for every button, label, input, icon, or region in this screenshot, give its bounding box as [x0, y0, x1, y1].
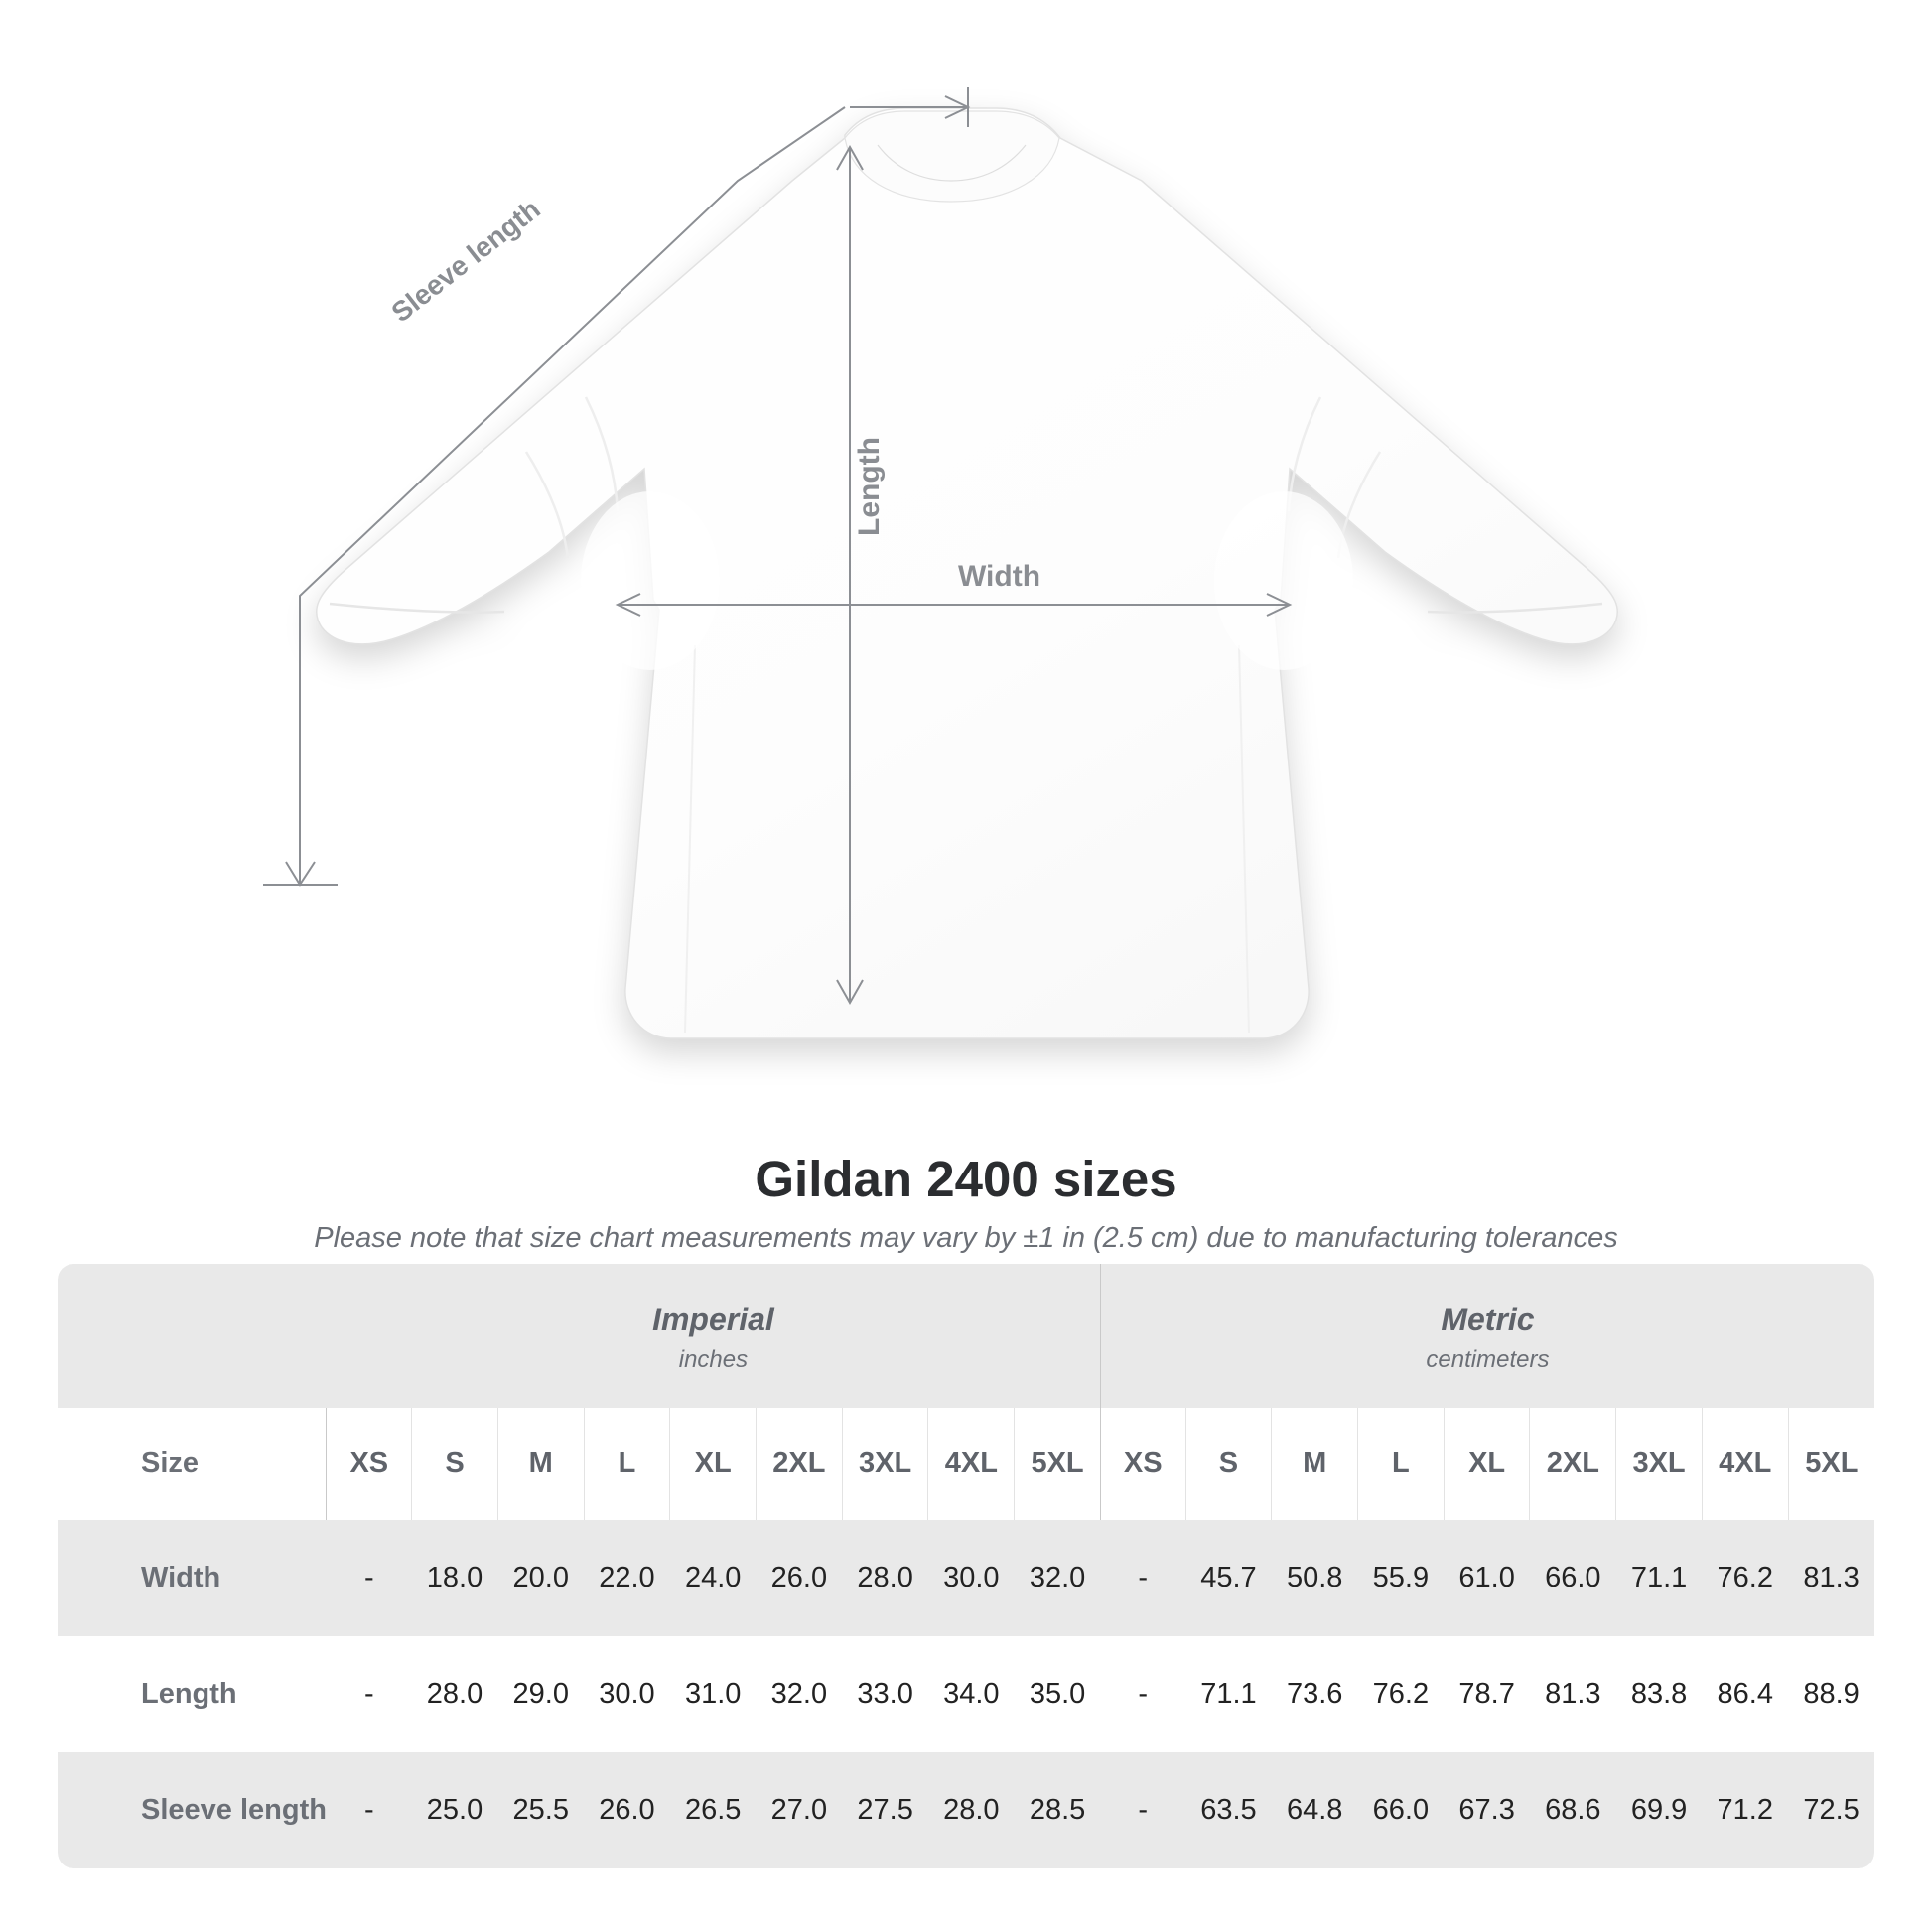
svg-text:Length: Length: [853, 437, 886, 536]
svg-text:Width: Width: [958, 560, 1040, 593]
svg-text:Sleeve length: Sleeve length: [385, 194, 545, 329]
